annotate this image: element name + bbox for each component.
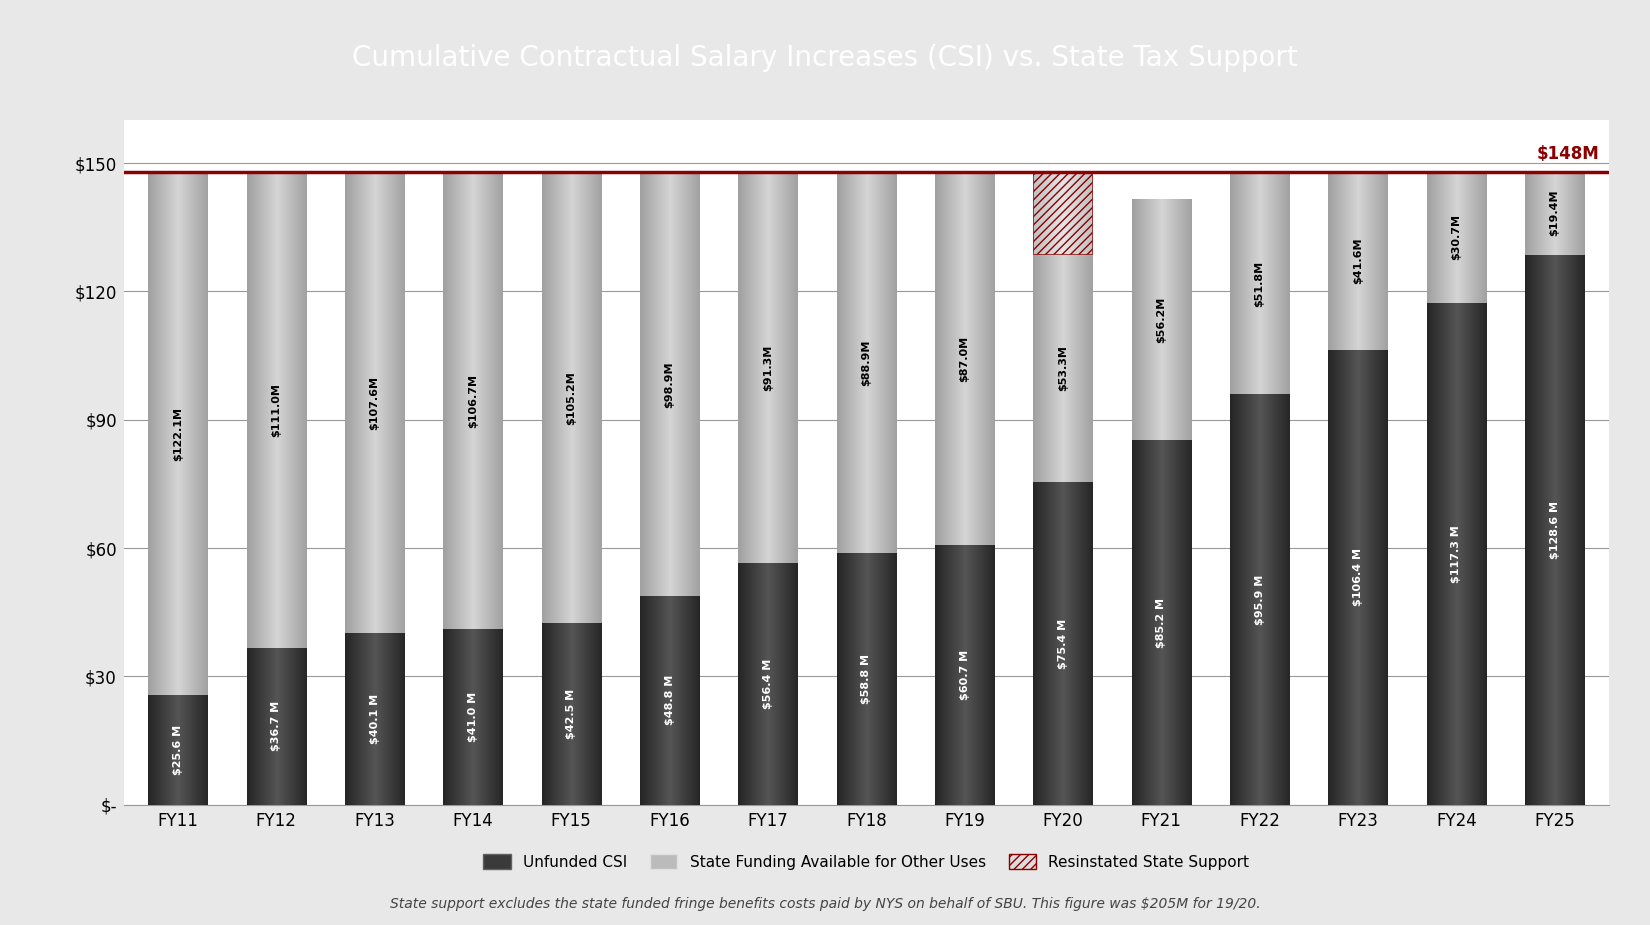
Text: $107.6M: $107.6M [370,376,380,430]
Text: $19.4M: $19.4M [1549,190,1559,236]
Text: $106.7M: $106.7M [469,374,478,428]
Text: $60.7 M: $60.7 M [960,650,970,700]
Text: $56.4 M: $56.4 M [762,659,772,709]
Text: $25.6 M: $25.6 M [173,725,183,775]
Legend: Unfunded CSI, State Funding Available for Other Uses, Resinstated State Support: Unfunded CSI, State Funding Available fo… [477,847,1256,876]
Text: $36.7 M: $36.7 M [271,701,281,751]
Text: $42.5 M: $42.5 M [566,689,576,739]
Text: $40.1 M: $40.1 M [370,694,380,744]
Text: $53.3M: $53.3M [1058,345,1068,391]
Bar [1033,172,1092,254]
Text: $95.9 M: $95.9 M [1254,574,1264,624]
Text: $75.4 M: $75.4 M [1058,619,1068,669]
Text: $85.2 M: $85.2 M [1157,598,1167,648]
Text: $51.8M: $51.8M [1254,261,1264,307]
Text: $148M: $148M [1536,145,1599,163]
Text: $56.2M: $56.2M [1157,297,1167,343]
Text: $117.3 M: $117.3 M [1452,525,1462,583]
Text: $30.7M: $30.7M [1452,215,1462,260]
Text: $105.2M: $105.2M [566,371,576,425]
Text: $128.6 M: $128.6 M [1549,500,1559,559]
Text: $41.0 M: $41.0 M [469,692,478,742]
Text: $91.3M: $91.3M [762,345,772,391]
Text: $41.6M: $41.6M [1353,238,1363,284]
Text: $58.8 M: $58.8 M [861,654,871,704]
Text: $87.0M: $87.0M [960,336,970,382]
Text: State support excludes the state funded fringe benefits costs paid by NYS on beh: State support excludes the state funded … [389,897,1261,911]
Text: $48.8 M: $48.8 M [665,675,675,725]
Text: $122.1M: $122.1M [173,407,183,461]
Text: Cumulative Contractual Salary Increases (CSI) vs. State Tax Support: Cumulative Contractual Salary Increases … [351,43,1299,72]
Text: $106.4 M: $106.4 M [1353,549,1363,606]
Text: $98.9M: $98.9M [665,361,675,408]
Text: $88.9M: $88.9M [861,339,871,387]
Text: $111.0M: $111.0M [271,383,281,438]
